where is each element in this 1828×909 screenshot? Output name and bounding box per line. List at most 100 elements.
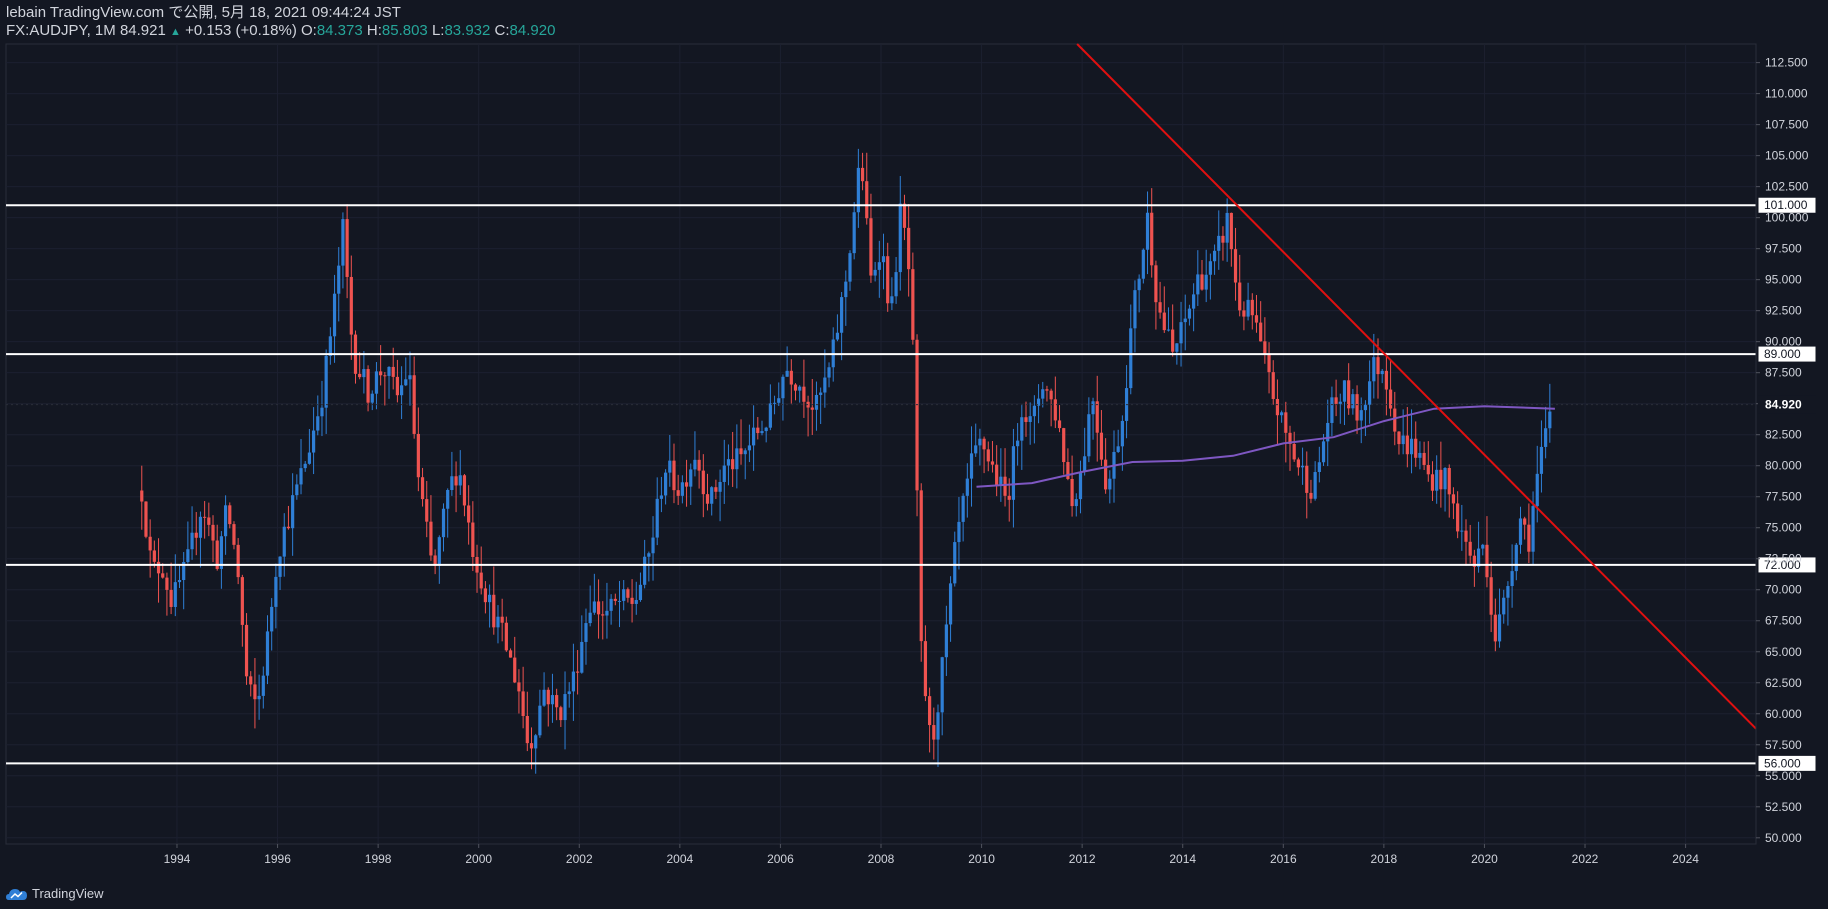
candle-body (1535, 473, 1539, 507)
candle-body (1414, 438, 1418, 458)
candle-body (1384, 370, 1388, 390)
candle-body (1523, 518, 1527, 525)
time-axis[interactable]: 1994 1996 1998 2000 2002 2004 2006 2008 2010 2012… (164, 844, 1700, 866)
candle-body (1514, 544, 1518, 572)
x-tick-label: 2004 (666, 852, 693, 866)
candle-body (341, 219, 345, 266)
candle-body (1036, 398, 1041, 406)
candle-body (454, 476, 458, 486)
candle-body (1141, 249, 1145, 279)
candle-body (894, 272, 898, 297)
candle-body (902, 203, 907, 228)
candle-body (1229, 212, 1233, 250)
candle-body (873, 269, 877, 276)
candle-body (462, 475, 467, 506)
candle-body (1497, 614, 1502, 642)
candle-body (408, 375, 412, 380)
candle-body (1368, 381, 1372, 405)
candle-body (223, 505, 228, 537)
low-value: 83.932 (444, 22, 491, 39)
trendline[interactable] (1076, 43, 1757, 730)
candle-body (471, 522, 475, 558)
price-change: +0.153 (+0.18%) (185, 22, 297, 39)
candle-body (1137, 278, 1141, 291)
candle-body (995, 464, 999, 486)
candle-body (492, 594, 496, 628)
candle-body (261, 675, 265, 696)
y-tick-label: 110.000 (1765, 87, 1808, 101)
candle-body (881, 256, 886, 263)
candle-body (1175, 343, 1179, 352)
candle-body (177, 579, 182, 583)
candle-body (1154, 265, 1158, 303)
x-tick-label: 2018 (1371, 852, 1398, 866)
candle-body (244, 624, 249, 677)
high-value: 85.803 (381, 22, 428, 39)
candle-body (550, 695, 555, 705)
candle-body (140, 490, 144, 502)
candle-body (940, 657, 944, 713)
candle-body (228, 505, 232, 525)
price-axis[interactable]: 50.000 52.500 55.000 57.500 60.000 62.500 65.0… (1756, 56, 1809, 845)
candle-body (1351, 394, 1355, 409)
candle-body (358, 373, 362, 378)
candle-body (647, 553, 651, 557)
y-tick-label: 107.500 (1765, 118, 1809, 132)
candle-body (1120, 420, 1124, 447)
horizontal-levels[interactable]: 101.000 89.000 72.000 56.000 (6, 196, 1817, 772)
candle-body (1150, 212, 1154, 266)
candle-body (173, 582, 177, 607)
candle-body (1326, 422, 1330, 442)
candle-body (965, 478, 969, 496)
up-arrow-icon: ▲ (170, 26, 181, 38)
candle-body (1099, 432, 1104, 460)
candle-body (1321, 441, 1326, 463)
candle-body (1053, 399, 1057, 421)
candle-body (852, 212, 856, 254)
candle-body (479, 572, 483, 589)
low-label: L: (431, 22, 445, 39)
candle-body (684, 482, 689, 487)
descending-trendline (1076, 43, 1757, 730)
y-tick-label: 65.000 (1765, 645, 1802, 659)
y-tick-label: 105.000 (1765, 149, 1809, 163)
candle-body (1460, 530, 1464, 532)
candle-body (638, 584, 643, 601)
candle-body (404, 379, 408, 386)
candle-body (1200, 274, 1204, 290)
candle-body (1489, 577, 1493, 615)
close-label: C: (494, 22, 510, 39)
candle-body (542, 689, 546, 706)
candle-body (743, 450, 747, 455)
candle-body (504, 622, 508, 651)
level-label: 72.000 (1764, 558, 1801, 572)
moving-average-line (976, 405, 1555, 488)
candle-body (1518, 518, 1523, 545)
candle-body (588, 612, 592, 624)
last-price-box (1758, 395, 1816, 414)
candle-body (705, 494, 710, 504)
candle-body (1317, 462, 1321, 473)
candle-body (571, 671, 576, 692)
candle-body (1133, 290, 1137, 329)
candle-body (450, 476, 454, 490)
candle-body (295, 484, 299, 496)
candle-body (651, 537, 655, 554)
last-price-marker: 84.920 (6, 395, 1816, 414)
x-tick-label: 1998 (365, 852, 392, 866)
candle-body (731, 459, 735, 470)
candle-body (383, 375, 387, 377)
candle-body (529, 743, 534, 749)
candle-body (840, 297, 844, 333)
candle-body (869, 218, 873, 276)
ohlc-legend: FX:AUDJPY, 1M 84.921 ▲ +0.153 (+0.18%) O… (6, 22, 555, 41)
candle-body (1347, 380, 1351, 409)
candle-body (1204, 274, 1208, 290)
candle-body (203, 516, 207, 518)
symbol-interval: FX:AUDJPY, 1M (6, 22, 116, 39)
y-tick-label: 70.000 (1765, 583, 1802, 597)
candle-body (596, 601, 601, 615)
candle-body (617, 600, 622, 602)
candle-body (856, 167, 860, 213)
